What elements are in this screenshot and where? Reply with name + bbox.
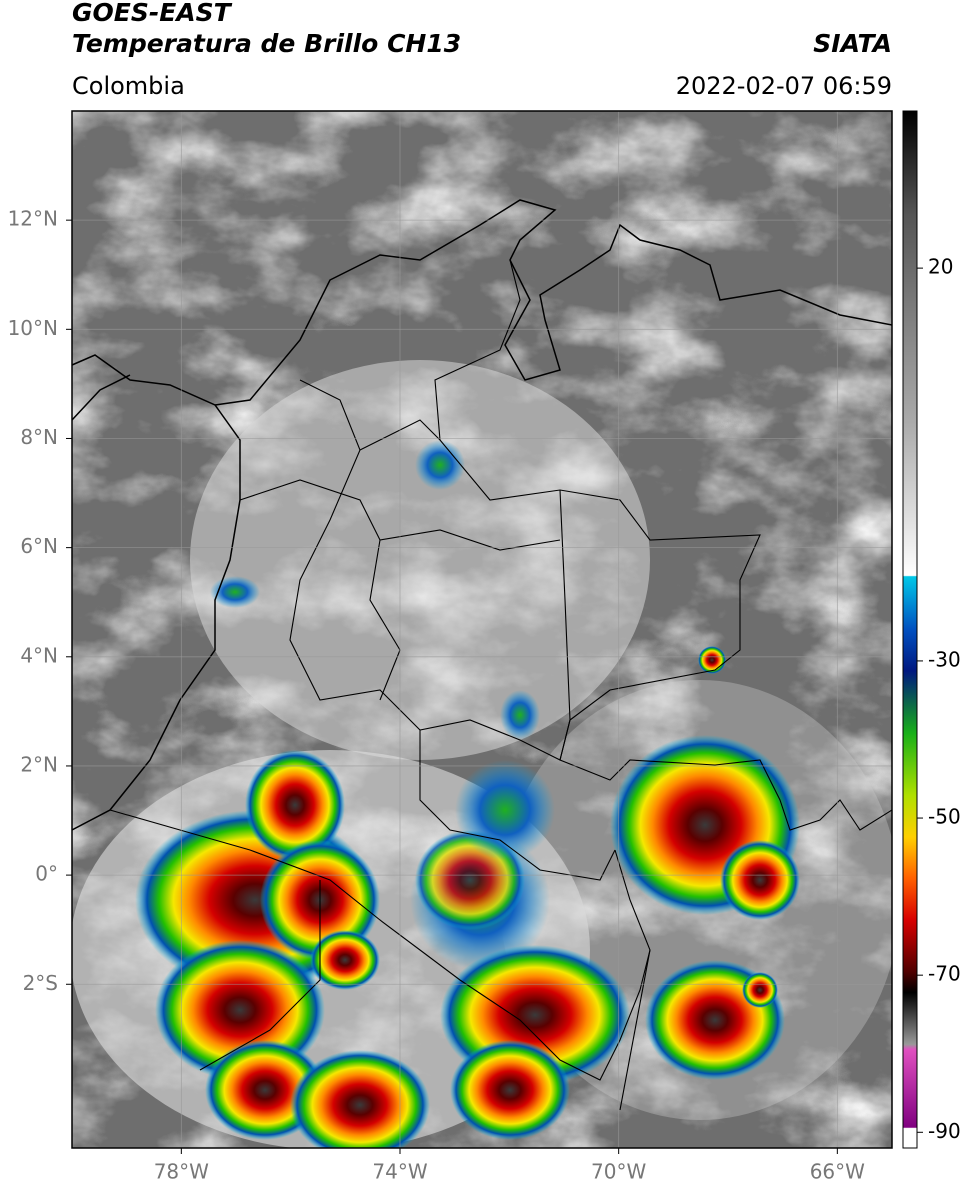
colorbar	[902, 110, 918, 1149]
colorbar-tick-label: -90	[928, 1119, 961, 1143]
colorbar-tick-label: 20	[928, 255, 953, 279]
lat-tick-label: 6°N	[20, 534, 58, 558]
satellite-image	[72, 111, 892, 1148]
datetime: 2022-02-07 06:59	[676, 72, 892, 100]
colorbar-tick-label: -50	[928, 805, 961, 829]
lat-tick-label: 8°N	[20, 425, 58, 449]
lon-tick-label: 66°W	[810, 1160, 865, 1184]
graticule	[72, 111, 892, 1148]
lat-tick-label: 2°S	[23, 971, 58, 995]
lon-tick-label: 70°W	[591, 1160, 646, 1184]
convection	[135, 440, 800, 1148]
lon-tick-label: 74°W	[372, 1160, 427, 1184]
source: SIATA	[813, 29, 892, 58]
product: Temperatura de Brillo CH13	[72, 29, 461, 58]
colorbar-tick-label: -30	[928, 647, 961, 671]
lat-tick-label: 2°N	[20, 752, 58, 776]
satellite: GOES-EAST	[72, 0, 233, 27]
lon-tick-label: 78°W	[154, 1160, 209, 1184]
lat-tick-label: 12°N	[8, 207, 58, 231]
region: Colombia	[72, 72, 185, 100]
coastlines	[72, 199, 892, 831]
map-frame	[71, 110, 893, 1149]
lat-tick-label: 4°N	[20, 643, 58, 667]
colorbar-tick-label: -70	[928, 962, 961, 986]
lat-tick-label: 10°N	[8, 316, 58, 340]
lat-tick-label: 0°	[35, 862, 58, 886]
borders	[109, 259, 892, 1111]
